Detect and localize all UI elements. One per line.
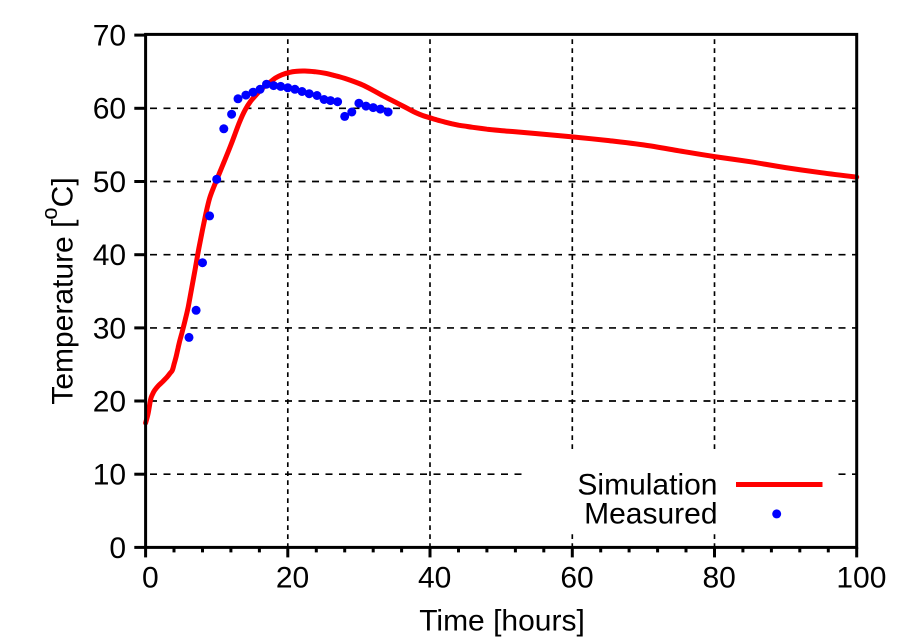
svg-text:30: 30 — [93, 312, 126, 345]
svg-text:100: 100 — [836, 561, 886, 594]
svg-text:60: 60 — [93, 93, 126, 126]
svg-text:Simulation: Simulation — [577, 469, 717, 502]
svg-text:60: 60 — [560, 561, 593, 594]
svg-text:0: 0 — [109, 532, 126, 565]
svg-text:10: 10 — [93, 459, 126, 492]
svg-text:20: 20 — [276, 561, 309, 594]
svg-text:20: 20 — [93, 385, 126, 418]
svg-text:40: 40 — [93, 239, 126, 272]
svg-text:Measured: Measured — [584, 498, 717, 531]
svg-text:50: 50 — [93, 166, 126, 199]
svg-text:Time [hours]: Time [hours] — [419, 604, 585, 637]
svg-text:70: 70 — [93, 20, 126, 53]
svg-text:40: 40 — [418, 561, 451, 594]
svg-text:80: 80 — [703, 561, 736, 594]
svg-text:0: 0 — [142, 561, 159, 594]
